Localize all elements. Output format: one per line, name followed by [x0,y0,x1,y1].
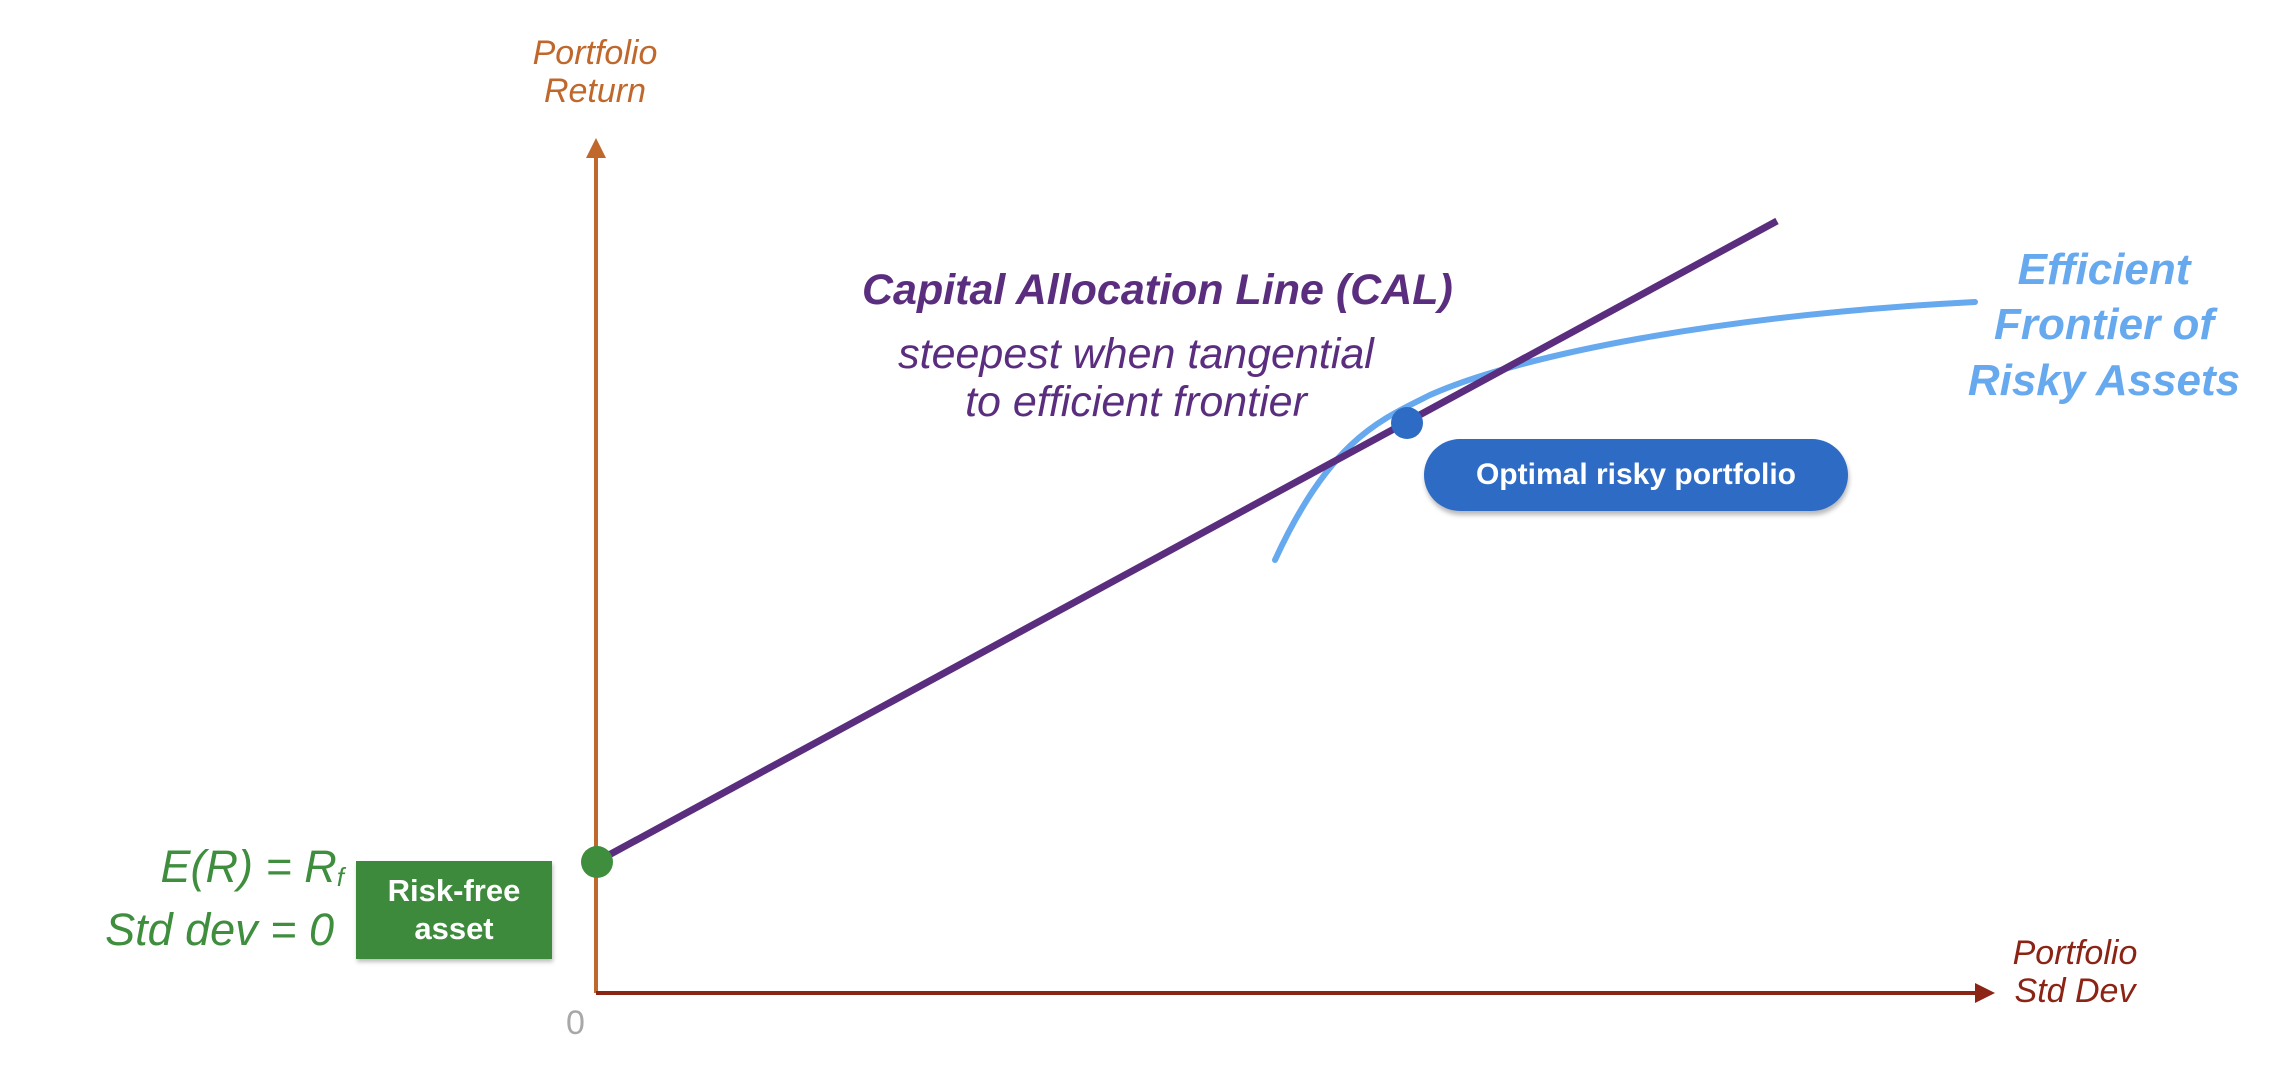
cal-subtitle-line: to efficient frontier [965,378,1307,427]
efficient-frontier-label-line: Efficient [2017,245,2191,294]
risk-free-asset-box: Risk-free asset [356,861,552,959]
efficient-frontier-label-line: Frontier of [1994,300,2214,350]
x-axis-label: Portfolio Std Dev [1990,934,2160,1010]
efficient-frontier-label: Efficient Frontier of Risky Assets [1944,242,2264,408]
cal-title: Capital Allocation Line (CAL) [862,266,1453,314]
risk-free-return-label: E(R) = Rf [150,841,345,892]
risk-free-box-line: Risk-free [387,873,521,909]
optimal-portfolio-point [1391,407,1423,439]
origin-label: 0 [566,1004,585,1042]
x-axis-label-line: Portfolio [2012,934,2138,972]
x-axis-label-line: Std Dev [2014,972,2136,1011]
cal-subtitle: steepest when tangential to efficient fr… [868,330,1404,426]
risk-free-point [581,846,613,878]
y-axis-label-line: Portfolio [532,34,658,72]
risk-free-subscript: f [336,862,344,892]
optimal-risky-portfolio-pill: Optimal risky portfolio [1424,439,1848,511]
risk-free-std-label: Std dev = 0 [105,904,334,955]
y-axis-label-line: Return [543,72,647,111]
cal-subtitle-line: steepest when tangential [898,330,1374,378]
efficient-frontier-label-line: Risky Assets [1967,355,2241,405]
y-axis-label: Portfolio Return [515,34,675,110]
capital-allocation-line [594,217,1779,866]
risk-free-return-text: E(R) = R [160,841,337,892]
risk-free-box-line: asset [414,911,494,946]
